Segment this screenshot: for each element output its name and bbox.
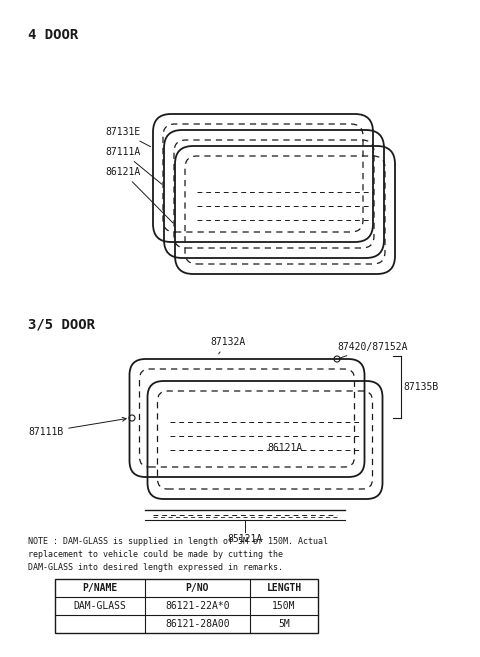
Text: 86121A: 86121A <box>105 167 173 223</box>
Text: 85121A: 85121A <box>228 534 263 544</box>
Text: 86121-22A*0: 86121-22A*0 <box>165 601 230 611</box>
Text: 87132A: 87132A <box>210 337 245 353</box>
Text: P/NAME: P/NAME <box>83 583 118 593</box>
Text: 5M: 5M <box>278 619 290 629</box>
Text: 87135B: 87135B <box>403 382 438 392</box>
Text: 87111B: 87111B <box>28 417 126 437</box>
Text: 150M: 150M <box>272 601 296 611</box>
Text: 87111A: 87111A <box>105 147 162 184</box>
Text: DAM-GLASS: DAM-GLASS <box>73 601 126 611</box>
Text: NOTE : DAM-GLASS is supplied in length of 5M or 150M. Actual
replacement to vehi: NOTE : DAM-GLASS is supplied in length o… <box>28 537 328 572</box>
Text: 87131E: 87131E <box>105 127 151 147</box>
Text: P/NO: P/NO <box>186 583 209 593</box>
Text: 87420/87152A: 87420/87152A <box>337 342 408 358</box>
Bar <box>55 579 318 633</box>
Text: 3/5 DOOR: 3/5 DOOR <box>28 318 95 332</box>
Text: 86121-28A00: 86121-28A00 <box>165 619 230 629</box>
Text: LENGTH: LENGTH <box>266 583 301 593</box>
Text: 4 DOOR: 4 DOOR <box>28 28 78 42</box>
Text: 86121A: 86121A <box>267 443 302 453</box>
